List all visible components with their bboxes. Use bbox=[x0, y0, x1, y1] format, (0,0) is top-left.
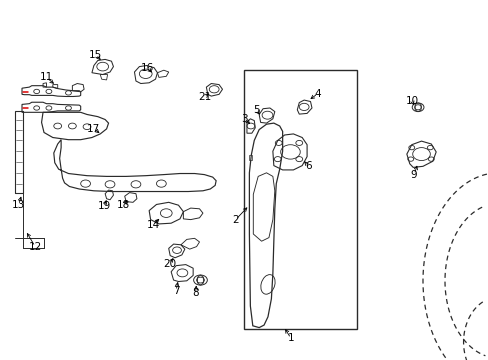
Text: 9: 9 bbox=[410, 170, 417, 180]
Text: 12: 12 bbox=[28, 242, 42, 252]
Text: 1: 1 bbox=[287, 333, 294, 343]
Text: 17: 17 bbox=[87, 123, 101, 134]
Text: 15: 15 bbox=[89, 50, 102, 60]
Text: 6: 6 bbox=[304, 161, 311, 171]
Text: 7: 7 bbox=[172, 286, 179, 296]
Text: 16: 16 bbox=[141, 63, 154, 73]
Text: 8: 8 bbox=[192, 288, 199, 298]
Bar bbox=[244, 70, 356, 329]
Text: 14: 14 bbox=[146, 220, 160, 230]
Text: 20: 20 bbox=[163, 258, 176, 269]
Text: 11: 11 bbox=[40, 72, 53, 82]
Text: 2: 2 bbox=[232, 215, 239, 225]
Text: 13: 13 bbox=[12, 200, 25, 210]
Text: 19: 19 bbox=[97, 201, 111, 211]
Text: 21: 21 bbox=[197, 92, 211, 102]
Text: 5: 5 bbox=[252, 105, 259, 115]
Text: 3: 3 bbox=[241, 114, 247, 124]
Text: 4: 4 bbox=[314, 89, 321, 99]
Text: 18: 18 bbox=[117, 200, 130, 210]
Text: 10: 10 bbox=[405, 96, 418, 106]
